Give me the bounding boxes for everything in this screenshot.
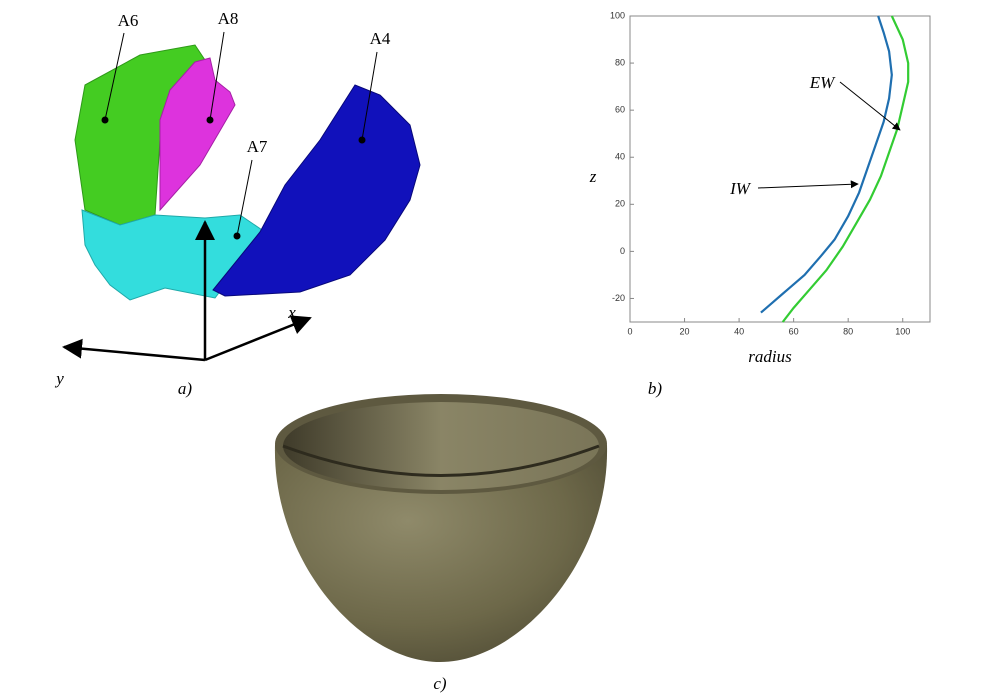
annotation-arrow — [757, 180, 859, 189]
y-tick-label: 20 — [615, 199, 625, 209]
annotation-arrow — [839, 81, 901, 131]
fragments — [74, 44, 421, 301]
fragment-label: A4 — [370, 29, 391, 48]
x-tick-label: 60 — [789, 326, 799, 336]
y-tick-label: 0 — [620, 246, 625, 256]
caption: c) — [433, 674, 447, 693]
y-tick-label: 80 — [615, 57, 625, 67]
x-tick-label: 80 — [843, 326, 853, 336]
y-tick-label: 60 — [615, 105, 625, 115]
y-arrow — [62, 338, 206, 362]
series-label: EW — [809, 73, 836, 92]
axis-name: x — [287, 303, 296, 322]
x-tick-label: 20 — [680, 326, 690, 336]
axis-name: y — [54, 369, 64, 388]
series-line — [781, 15, 910, 323]
fragment-a7 — [81, 209, 266, 301]
x-tick-label: 100 — [895, 326, 910, 336]
bowl — [274, 394, 608, 662]
chart: 0 20 40 60 80 100 -20 0 20 40 60 80 100 IW EW — [610, 10, 910, 336]
x-axis-label: radius — [748, 347, 792, 366]
leaders — [104, 31, 378, 237]
fragment-a4 — [212, 84, 421, 297]
fragment-label: A8 — [218, 9, 239, 28]
series-line — [760, 15, 893, 314]
y-axis-label: z — [589, 167, 597, 186]
y-tick-label: 100 — [610, 10, 625, 20]
plot-frame — [629, 15, 931, 323]
x-tick-label: 0 — [627, 326, 632, 336]
y-tick-label: -20 — [612, 293, 625, 303]
series-label: IW — [729, 179, 752, 198]
y-tick-label: 40 — [615, 152, 625, 162]
fragment-label: A6 — [118, 11, 139, 30]
caption: a) — [178, 379, 193, 398]
x-arrow — [204, 315, 312, 362]
axes-3d — [62, 220, 312, 362]
caption: b) — [648, 379, 663, 398]
fragment-label: A7 — [247, 137, 268, 156]
fragment-a8 — [159, 57, 236, 212]
x-tick-label: 40 — [734, 326, 744, 336]
